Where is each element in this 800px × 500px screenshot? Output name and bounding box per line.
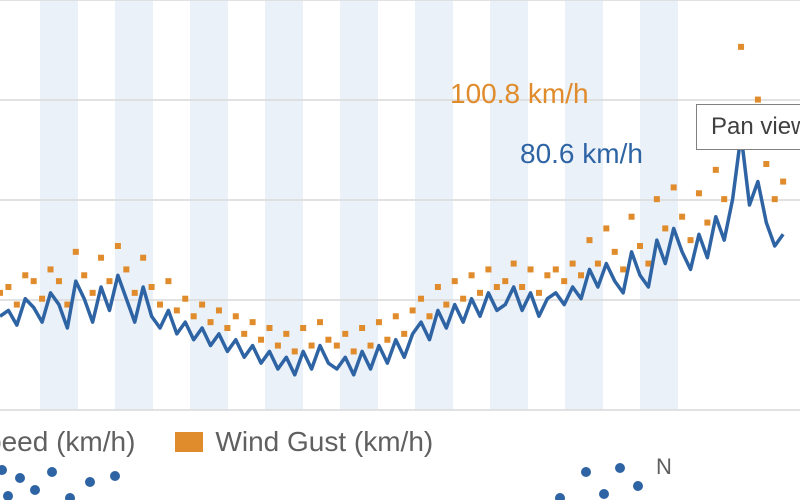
legend-swatch-gust <box>175 432 203 452</box>
wind-chart: 100.8 km/h 80.6 km/h Pan view d Speed (k… <box>0 0 800 500</box>
gust-peak-label: 100.8 km/h <box>450 78 589 110</box>
legend-item-speed[interactable]: d Speed (km/h) <box>0 426 135 458</box>
speed-peak-label: 80.6 km/h <box>520 138 643 170</box>
direction-axis-label-n: N <box>656 454 672 480</box>
legend-item-gust[interactable]: Wind Gust (km/h) <box>175 426 433 458</box>
chart-legend: d Speed (km/h) Wind Gust (km/h) <box>0 426 433 458</box>
pan-view-tooltip: Pan view <box>696 104 800 150</box>
legend-label-gust: Wind Gust (km/h) <box>215 426 433 458</box>
chart-canvas[interactable] <box>0 0 800 500</box>
legend-label-speed: d Speed (km/h) <box>0 426 135 458</box>
